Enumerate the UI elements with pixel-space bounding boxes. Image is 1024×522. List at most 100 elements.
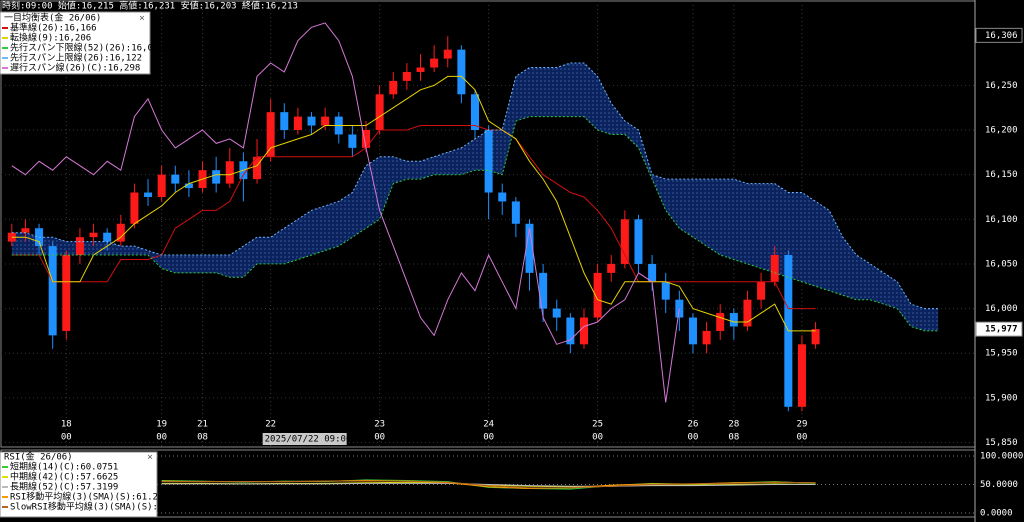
x-tick-hour: 00	[483, 433, 494, 443]
candle-body	[402, 71, 411, 81]
candle-body	[116, 223, 125, 242]
indicator-line	[11, 62, 939, 310]
x-tick-hour: 08	[197, 433, 208, 443]
y-tick-label: 15,950	[985, 349, 1018, 359]
indicator-line	[11, 125, 816, 310]
candle-body	[348, 134, 357, 148]
y-tick-label: 16,250	[985, 81, 1018, 91]
x-tick-label: 25	[592, 420, 603, 430]
candle-body	[144, 192, 153, 197]
y-tick-label: 15,850	[985, 438, 1018, 448]
candle-body	[35, 228, 44, 247]
indicator-line	[11, 22, 680, 403]
candle-body	[62, 255, 71, 331]
x-tick-hour: 00	[374, 433, 385, 443]
price-box	[975, 321, 1023, 337]
ichimoku-cloud	[11, 63, 939, 331]
candle-body	[607, 263, 616, 273]
legend-entry: RSI移動平均線(3)(SMA)(S):61.2824	[10, 491, 174, 503]
rsi-line	[161, 482, 816, 487]
x-tick-hour: 00	[688, 433, 699, 443]
y-tick-label: 16,150	[985, 170, 1018, 180]
y-tick-label: 16,100	[985, 215, 1018, 225]
y-tick-label: 15,900	[985, 393, 1018, 403]
x-tick-label: 26	[688, 420, 699, 430]
cursor-box	[262, 433, 347, 445]
legend-title: RSI(金 26/06)	[4, 451, 73, 463]
main-legend: 一目均衡表(金 26/06) ✕ 基準線(26):16,166転換線(9):16…	[0, 11, 164, 75]
candle-body	[702, 330, 711, 345]
candle-body	[593, 272, 602, 318]
candle-body	[552, 308, 561, 318]
rsi-chart: 0.0000 50.0000 100.0000	[1, 452, 1023, 519]
candle-body	[729, 313, 738, 327]
candle-body	[471, 94, 479, 131]
close-icon[interactable]: ✕	[139, 14, 144, 24]
candle-body	[566, 317, 575, 345]
candle-body	[375, 94, 384, 131]
candle-body	[253, 156, 262, 180]
candle-body	[157, 174, 166, 197]
candle-body	[634, 219, 643, 264]
candle-body	[21, 228, 30, 233]
indicator-line	[11, 75, 816, 332]
legend-entry: SlowRSI移動平均線(3)(SMA)(S):61.7592	[10, 501, 196, 513]
candle-body	[757, 281, 766, 300]
y-tick-label: 100.0000	[980, 452, 1023, 462]
candle-body	[171, 174, 180, 184]
x-tick-label: 28	[728, 420, 739, 430]
candle-body	[743, 299, 752, 327]
x-tick-hour: 08	[728, 433, 739, 443]
cursor-label: 2025/07/22 09:00	[265, 435, 352, 445]
candle-body	[293, 116, 302, 131]
y-tick-label: 16,050	[985, 259, 1018, 269]
main-chart: 15,850 15,900 15,950 16,000 16,050 16,100 16,1…	[1, 1, 1023, 448]
legend-entry: 基準線(26):16,166	[10, 22, 97, 34]
candle-body	[280, 112, 289, 131]
candle-body	[498, 192, 507, 202]
candle-body	[457, 49, 466, 95]
legend-entry: 遅行スパン線(26)(C):16,298	[10, 62, 140, 74]
candle-body	[89, 232, 98, 238]
x-tick-hour: 00	[592, 433, 603, 443]
candle-body	[321, 116, 330, 126]
x-tick-label: 23	[374, 420, 385, 430]
legend-title: 一目均衡表(金 26/06)	[4, 12, 101, 24]
candle-body	[212, 170, 221, 184]
y-tick-label: 50.0000	[980, 480, 1018, 490]
y-tick-label: 0.0000	[980, 509, 1013, 519]
legend-entry: 転換線(9):16,206	[10, 32, 91, 44]
y-tick-label: 16,200	[985, 126, 1018, 136]
candle-body	[511, 201, 520, 224]
x-tick-label: 21	[197, 420, 208, 430]
candle-body	[75, 237, 84, 256]
ohlc-header: 時刻:09:00 始値:16,215 高値:16,231 安値:16,203 終…	[2, 0, 298, 12]
candle-body	[48, 246, 57, 336]
legend-box	[0, 11, 151, 75]
candle-body	[389, 80, 398, 95]
candle-body	[620, 219, 629, 264]
legend-entry: 先行スパン下限線(52)(26):16,060	[10, 42, 164, 54]
rsi-legend: RSI(金 26/06) ✕ 短期線(14)(C):60.0751中期線(42)…	[0, 451, 196, 518]
rsi-line	[161, 480, 816, 489]
candle-body	[539, 272, 548, 309]
x-tick-label: 29	[797, 420, 808, 430]
price-box	[975, 27, 1023, 43]
legend-entry: 長期線(52)(C):57.3199	[10, 481, 118, 493]
close-icon[interactable]: ✕	[147, 453, 152, 463]
x-tick-label: 19	[156, 420, 167, 430]
x-tick-hour: 00	[797, 433, 808, 443]
x-tick-label: 24	[483, 420, 494, 430]
candle-body	[184, 183, 193, 189]
y-tick-label: 16,000	[985, 304, 1018, 314]
candle-body	[525, 223, 534, 273]
candle-body	[307, 116, 316, 126]
candle-body	[661, 281, 670, 300]
legend-box	[0, 451, 158, 518]
x-tick-label: 18	[61, 420, 72, 430]
candle-body	[225, 161, 234, 184]
candle-body	[103, 232, 112, 242]
x-tick-hour: 00	[61, 433, 72, 443]
candle-body	[716, 313, 725, 331]
